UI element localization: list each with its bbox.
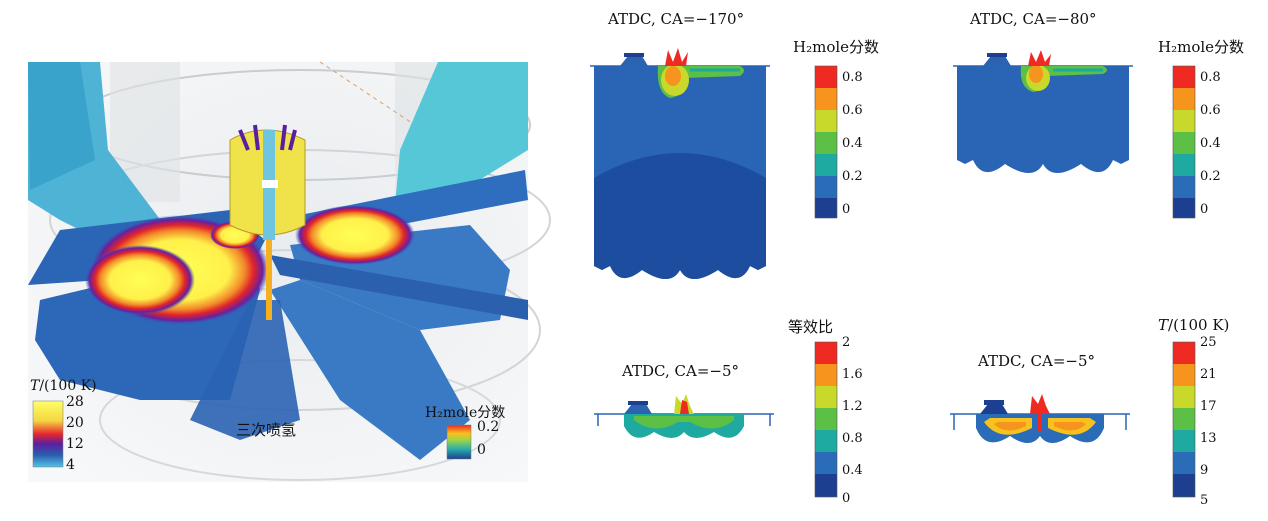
left-temp-tick-0: 28	[66, 394, 84, 410]
panel-top-right-colorbar-band-6	[1173, 198, 1195, 218]
panel-top-right-colorbar-band-2	[1173, 110, 1195, 132]
panel-bottom-right-colorbar-band-6	[1173, 474, 1195, 497]
panel-bottom-left-colorbar-band-1	[815, 364, 837, 386]
left-temp-colorbar-fill	[32, 400, 64, 468]
panel-bottom-right-tick-0: 25	[1200, 335, 1217, 350]
panel-top-right-tick-4: 0	[1200, 202, 1209, 217]
left-temp-tick-3: 4	[66, 457, 75, 473]
left-temp-legend-title: T/(100 K)	[30, 378, 97, 394]
panel-bottom-left-tick-4: 0.4	[842, 463, 863, 478]
left-caption: 三次喷氢	[236, 421, 297, 439]
panel-bottom-left-tick-3: 0.8	[842, 431, 863, 446]
left-temp-legend-unit: /(100 K)	[39, 378, 97, 394]
panel-top-right-tick-3: 0.2	[1200, 169, 1221, 184]
panel-bottom-right-colorbar	[1172, 341, 1196, 498]
panel-bottom-right-tick-3: 13	[1200, 431, 1217, 446]
panel-top-right-tick-2: 0.4	[1200, 136, 1221, 151]
panel-top-left-colorbar-band-1	[815, 88, 837, 110]
panel-bottom-right-contour	[950, 394, 1130, 443]
panel-top-right-colorbar-band-4	[1173, 154, 1195, 176]
panel-bottom-left-contour	[594, 394, 774, 438]
left-temp-tick-1: 20	[66, 415, 84, 431]
panel-top-left-tick-1: 0.6	[842, 103, 863, 118]
panel-bottom-left-colorbar-band-5	[815, 452, 837, 474]
panel-bottom-right-colorbar-unit: /(100 K)	[1168, 316, 1230, 334]
panel-bottom-left-colorbar-band-6	[815, 474, 837, 497]
panel-bottom-right-tick-4: 9	[1200, 463, 1209, 478]
left-h2-colorbar-fill	[446, 424, 472, 460]
panel-bottom-right-colorbar-band-4	[1173, 430, 1195, 452]
left-h2-colorbar	[446, 424, 472, 460]
panel-bottom-right-colorbar-band-0	[1173, 342, 1195, 364]
panel-bottom-right-tick-1: 21	[1200, 367, 1217, 382]
panel-top-right-colorbar-band-0	[1173, 66, 1195, 88]
panel-top-left-tick-3: 0.2	[842, 169, 863, 184]
panel-top-left-colorbar-band-5	[815, 176, 837, 198]
panel-bottom-right-colorbar-band-5	[1173, 452, 1195, 474]
panel-bottom-right-colorbar-band-1	[1173, 364, 1195, 386]
panel-bottom-left-tick-2: 1.2	[842, 399, 863, 414]
panel-bottom-left-tick-0: 2	[842, 335, 851, 350]
panel-bottom-left-colorbar-title: 等效比	[788, 318, 834, 336]
left-h2-legend-title: H₂mole分数	[425, 405, 506, 421]
panel-bottom-left-colorbar-band-3	[815, 408, 837, 430]
panel-bottom-right-colorbar-var: T	[1158, 316, 1169, 334]
panel-top-left-colorbar-title: H₂mole分数	[793, 38, 880, 56]
panel-top-left-tick-0: 0.8	[842, 70, 863, 85]
panel-bottom-left-colorbar-band-0	[815, 342, 837, 364]
panel-top-right-colorbar-band-3	[1173, 132, 1195, 154]
panel-bottom-right-title: ATDC, CA=−5°	[978, 352, 1096, 370]
panel-top-left-colorbar-band-3	[815, 132, 837, 154]
panel-top-left-colorbar-band-6	[815, 198, 837, 218]
panel-top-left-contour	[590, 48, 770, 279]
left-temp-colorbar	[32, 400, 64, 468]
left-temp-legend-var: T	[30, 378, 40, 394]
panel-bottom-right-colorbar-band-2	[1173, 386, 1195, 408]
panel-top-left-tick-2: 0.4	[842, 136, 863, 151]
left-3d-view	[28, 61, 551, 482]
panel-bottom-right-tick-2: 17	[1200, 399, 1217, 414]
panel-bottom-right-colorbar-title: T/(100 K)	[1158, 316, 1229, 334]
panel-top-left-colorbar-band-4	[815, 154, 837, 176]
panel-bottom-left-tick-5: 0	[842, 491, 851, 506]
panel-top-left-colorbar-band-2	[815, 110, 837, 132]
left-temp-tick-2: 12	[66, 436, 84, 452]
panel-bottom-left-colorbar-band-4	[815, 430, 837, 452]
panel-top-left-colorbar	[814, 65, 838, 219]
panel-top-right-colorbar	[1172, 65, 1196, 219]
panel-top-left-tick-4: 0	[842, 202, 851, 217]
panel-bottom-right-tick-5: 5	[1200, 493, 1209, 508]
panel-top-right-colorbar-title: H₂mole分数	[1158, 38, 1245, 56]
panel-top-right-tick-0: 0.8	[1200, 70, 1221, 85]
panel-top-left-colorbar-band-0	[815, 66, 837, 88]
panel-top-right-colorbar-band-1	[1173, 88, 1195, 110]
panel-bottom-left-title: ATDC, CA=−5°	[622, 362, 740, 380]
left-h2-tick-0: 0.2	[477, 419, 500, 435]
panel-bottom-right-colorbar-band-3	[1173, 408, 1195, 430]
panel-top-left-title: ATDC, CA=−170°	[608, 10, 745, 28]
left-h2-tick-1: 0	[477, 442, 486, 458]
panel-top-right-colorbar-band-5	[1173, 176, 1195, 198]
panel-top-right-title: ATDC, CA=−80°	[970, 10, 1097, 28]
panel-top-right-contour	[953, 50, 1133, 173]
panel-bottom-left-colorbar-band-2	[815, 386, 837, 408]
panel-bottom-left-tick-1: 1.6	[842, 367, 863, 382]
panel-top-right-tick-1: 0.6	[1200, 103, 1221, 118]
panel-bottom-left-colorbar	[814, 341, 838, 498]
